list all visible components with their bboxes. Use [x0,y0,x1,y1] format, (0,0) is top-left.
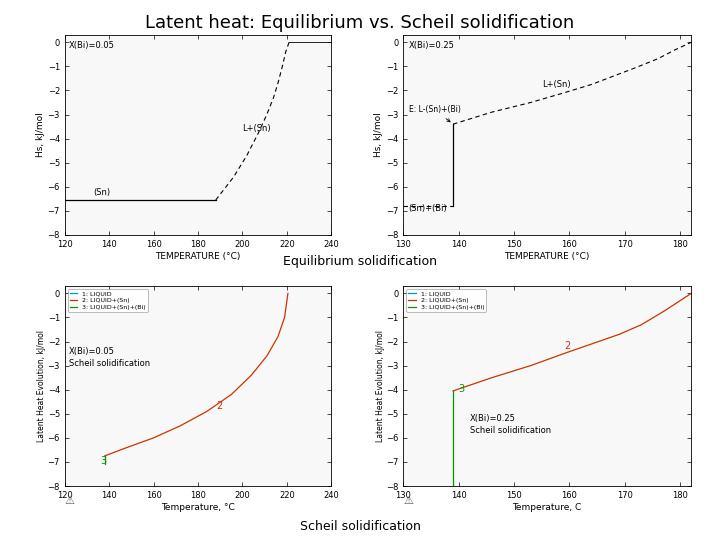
Text: 3: 3 [100,456,107,467]
Text: (Sn)+(Bi): (Sn)+(Bi) [409,204,448,213]
Text: X(Bi)=0.25: X(Bi)=0.25 [409,42,454,50]
Y-axis label: Latent Heat Evolution, kJ/mol: Latent Heat Evolution, kJ/mol [37,330,46,442]
Text: L+(Sn): L+(Sn) [541,80,570,89]
Y-axis label: Latent Heat Evolution, kJ/mol: Latent Heat Evolution, kJ/mol [376,330,384,442]
Text: X(Bi)=0.05: X(Bi)=0.05 [69,347,115,356]
X-axis label: TEMPERATURE (°C): TEMPERATURE (°C) [156,252,240,260]
Text: 2: 2 [216,401,222,411]
Text: ⚠: ⚠ [65,496,75,506]
Text: X(Bi)=0.25: X(Bi)=0.25 [469,414,516,423]
Y-axis label: Hs, kJ/mol: Hs, kJ/mol [36,113,45,157]
Text: X(Bi)=0.05: X(Bi)=0.05 [69,42,115,50]
Text: Latent heat: Equilibrium vs. Scheil solidification: Latent heat: Equilibrium vs. Scheil soli… [145,14,575,31]
Y-axis label: Hs, kJ/mol: Hs, kJ/mol [374,113,383,157]
Text: L+(Sn): L+(Sn) [243,124,271,133]
Text: 2: 2 [564,341,570,351]
Text: (Sn): (Sn) [94,188,111,197]
Text: Scheil solidification: Scheil solidification [469,426,551,435]
X-axis label: Temperature, C: Temperature, C [513,503,582,511]
Text: 3: 3 [459,384,464,394]
Text: Scheil solidification: Scheil solidification [69,359,150,368]
Text: Scheil solidification: Scheil solidification [300,520,420,533]
Legend: 1: LIQUID, 2: LIQUID+(Sn), 3: LIQUID+(Sn)+(Bi): 1: LIQUID, 2: LIQUID+(Sn), 3: LIQUID+(Sn… [406,289,486,312]
Text: E: L-(Sn)+(Bi): E: L-(Sn)+(Bi) [409,105,461,122]
X-axis label: Temperature, °C: Temperature, °C [161,503,235,511]
X-axis label: TEMPERATURE (°C): TEMPERATURE (°C) [505,252,590,260]
Text: ⚠: ⚠ [403,496,413,506]
Legend: 1: LIQUID, 2: LIQUID+(Sn), 3: LIQUID+(Sn)+(Bi): 1: LIQUID, 2: LIQUID+(Sn), 3: LIQUID+(Sn… [68,289,148,312]
Text: Equilibrium solidification: Equilibrium solidification [283,255,437,268]
